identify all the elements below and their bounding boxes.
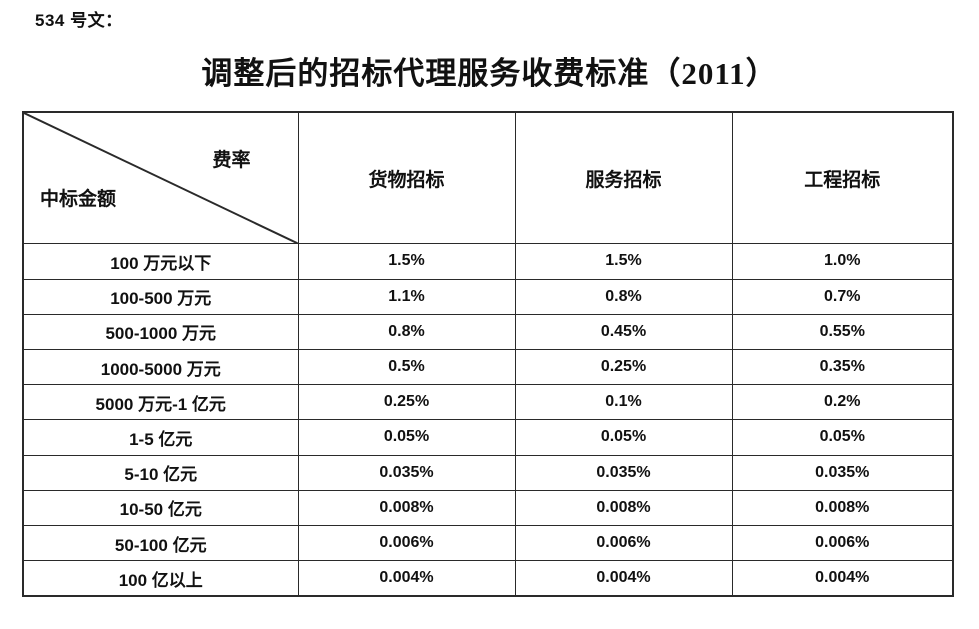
rate-value: 1.0% [731,243,954,280]
table-row: 500-1000 万元 0.8% 0.45% 0.55% [22,313,954,350]
corner-label-fee-rate: 费率 [212,150,251,171]
table-row: 5-10 亿元 0.035% 0.035% 0.035% [22,454,954,491]
rate-value: 0.35% [731,348,954,386]
rate-value: 0.004% [514,560,733,597]
table-row: 100-500 万元 1.1% 0.8% 0.7% [22,278,954,315]
rate-value: 1.5% [514,243,733,280]
table-row: 50-100 亿元 0.006% 0.006% 0.006% [22,524,954,562]
rate-value: 1.1% [297,278,516,315]
row-label: 100 亿以上 [22,560,299,597]
row-label: 10-50 亿元 [22,489,299,526]
rate-value: 0.2% [731,384,954,421]
rate-value: 0.05% [731,419,954,456]
row-label: 5000 万元-1 亿元 [22,384,299,421]
table-row: 5000 万元-1 亿元 0.25% 0.1% 0.2% [22,384,954,421]
row-label: 1000-5000 万元 [22,348,299,386]
rate-value: 0.8% [297,313,516,350]
rate-value: 0.55% [731,313,954,350]
rate-value: 0.45% [514,313,733,350]
row-label: 500-1000 万元 [22,313,299,350]
rate-value: 0.008% [731,489,954,526]
rate-value: 0.25% [297,384,516,421]
rate-value: 0.035% [731,454,954,491]
row-label: 100 万元以下 [22,243,299,280]
rate-value: 0.004% [731,560,954,597]
rate-value: 0.008% [297,489,516,526]
row-label: 50-100 亿元 [22,524,299,562]
rate-value: 0.006% [297,524,516,562]
corner-label-bid-amount: 中标金额 [40,189,117,211]
fee-rate-table: 费率 中标金额 货物招标 服务招标 工程招标 100 万元以下 1.5% 1.5… [22,111,954,597]
rate-value: 0.5% [297,348,516,386]
rate-value: 0.035% [297,454,516,491]
row-label: 1-5 亿元 [22,419,299,456]
rate-value: 1.5% [297,243,516,280]
corner-header-cell: 费率 中标金额 [22,111,299,245]
table-header-row: 费率 中标金额 货物招标 服务招标 工程招标 [22,111,954,245]
rate-value: 0.006% [731,524,954,562]
doc-number: 534 号文： [35,11,123,30]
diagonal-divider-line [24,113,298,243]
row-label: 5-10 亿元 [22,454,299,491]
rate-value: 0.004% [297,560,516,597]
page-title: 调整后的招标代理服务收费标准（2011） [201,56,778,91]
rate-value: 0.006% [514,524,733,562]
table-row: 10-50 亿元 0.008% 0.008% 0.008% [22,489,954,526]
column-header-goods: 货物招标 [297,111,516,245]
table-row: 1000-5000 万元 0.5% 0.25% 0.35% [22,348,954,386]
table-row: 100 亿以上 0.004% 0.004% 0.004% [22,560,954,597]
rate-value: 0.8% [514,278,733,315]
table-row: 100 万元以下 1.5% 1.5% 1.0% [22,243,954,280]
table-row: 1-5 亿元 0.05% 0.05% 0.05% [22,419,954,456]
rate-value: 0.1% [514,384,733,421]
rate-value: 0.008% [514,489,733,526]
column-header-services: 服务招标 [514,111,733,245]
row-label: 100-500 万元 [22,278,299,315]
rate-value: 0.05% [514,419,733,456]
column-header-engineering: 工程招标 [731,111,954,245]
rate-value: 0.7% [731,278,954,315]
rate-value: 0.25% [514,348,733,386]
rate-value: 0.035% [514,454,733,491]
rate-value: 0.05% [297,419,516,456]
